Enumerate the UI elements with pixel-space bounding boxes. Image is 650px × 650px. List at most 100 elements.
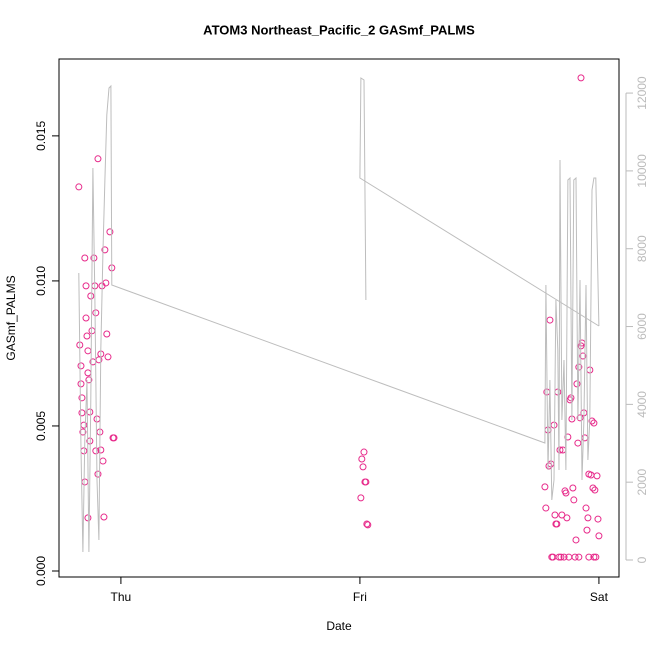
- point: [551, 511, 559, 519]
- point: [92, 309, 100, 317]
- point: [575, 553, 583, 561]
- point: [569, 484, 577, 492]
- y2-tick-label: 2000: [635, 469, 649, 496]
- point: [77, 362, 85, 370]
- point: [583, 526, 591, 534]
- point: [577, 74, 585, 82]
- point: [594, 515, 602, 523]
- point: [584, 514, 592, 522]
- point: [579, 352, 587, 360]
- y2-tick-label: 0: [635, 556, 649, 563]
- line: [78, 77, 600, 553]
- point: [92, 447, 100, 455]
- point: [593, 472, 601, 480]
- point: [573, 380, 581, 388]
- point: [545, 462, 553, 470]
- point: [574, 439, 582, 447]
- x-tick-label: Sat: [590, 590, 609, 604]
- point: [558, 511, 566, 519]
- point: [364, 521, 372, 529]
- point: [567, 394, 575, 402]
- x-tick-label: Fri: [353, 590, 367, 604]
- y2-tick-label: 4000: [635, 391, 649, 418]
- x-axis-label: Date: [326, 619, 352, 633]
- point: [97, 446, 105, 454]
- point: [563, 514, 571, 522]
- point: [590, 553, 598, 561]
- point: [363, 520, 371, 528]
- point: [78, 409, 86, 417]
- point: [572, 536, 580, 544]
- point: [589, 484, 597, 492]
- point: [100, 513, 108, 521]
- point: [84, 369, 92, 377]
- point: [86, 408, 94, 416]
- chart-title: ATOM3 Northeast_Pacific_2 GASmf_PALMS: [203, 22, 475, 37]
- y-tick-label: 0.015: [34, 121, 48, 151]
- point: [88, 327, 96, 335]
- point: [82, 314, 90, 322]
- point: [103, 330, 111, 338]
- point: [82, 282, 90, 290]
- y2-tick-label: 8000: [635, 235, 649, 262]
- point: [75, 183, 83, 191]
- point: [595, 532, 603, 540]
- point: [358, 455, 366, 463]
- point: [104, 353, 112, 361]
- point: [84, 514, 92, 522]
- point: [556, 446, 564, 454]
- point: [582, 504, 590, 512]
- point: [571, 553, 579, 561]
- point: [84, 347, 92, 355]
- point: [360, 448, 368, 456]
- point: [81, 254, 89, 262]
- point: [581, 434, 589, 442]
- point: [550, 421, 558, 429]
- plot-frame: [58, 58, 620, 578]
- point: [81, 478, 89, 486]
- point: [542, 504, 550, 512]
- point: [359, 463, 367, 471]
- point: [79, 428, 87, 436]
- y-tick-label: 0.005: [34, 411, 48, 441]
- y-tick-label: 0.010: [34, 266, 48, 296]
- point: [94, 470, 102, 478]
- point: [110, 434, 118, 442]
- point: [94, 155, 102, 163]
- y-tick-label: 0.000: [34, 556, 48, 586]
- point: [99, 457, 107, 465]
- y-axis-label: GASmf_PALMS: [4, 275, 18, 360]
- y2-tick-label: 10000: [635, 154, 649, 188]
- point: [541, 483, 549, 491]
- point: [553, 520, 561, 528]
- point: [102, 279, 110, 287]
- point: [560, 553, 568, 561]
- point: [557, 553, 565, 561]
- point: [585, 553, 593, 561]
- point: [588, 417, 596, 425]
- point: [357, 494, 365, 502]
- point: [590, 419, 598, 427]
- point: [362, 478, 370, 486]
- point: [591, 486, 599, 494]
- point: [101, 246, 109, 254]
- x-tick-label: Thu: [111, 590, 132, 604]
- y2-tick-label: 12000: [635, 76, 649, 110]
- point: [562, 489, 570, 497]
- point: [546, 316, 554, 324]
- point: [555, 553, 563, 561]
- y2-tick-label: 6000: [635, 313, 649, 340]
- point: [570, 496, 578, 504]
- point: [87, 292, 95, 300]
- point: [576, 414, 584, 422]
- point: [106, 228, 114, 236]
- point: [80, 447, 88, 455]
- point: [93, 415, 101, 423]
- point: [587, 471, 595, 479]
- point: [85, 376, 93, 384]
- point: [78, 394, 86, 402]
- point: [77, 380, 85, 388]
- point: [80, 421, 88, 429]
- point: [83, 332, 91, 340]
